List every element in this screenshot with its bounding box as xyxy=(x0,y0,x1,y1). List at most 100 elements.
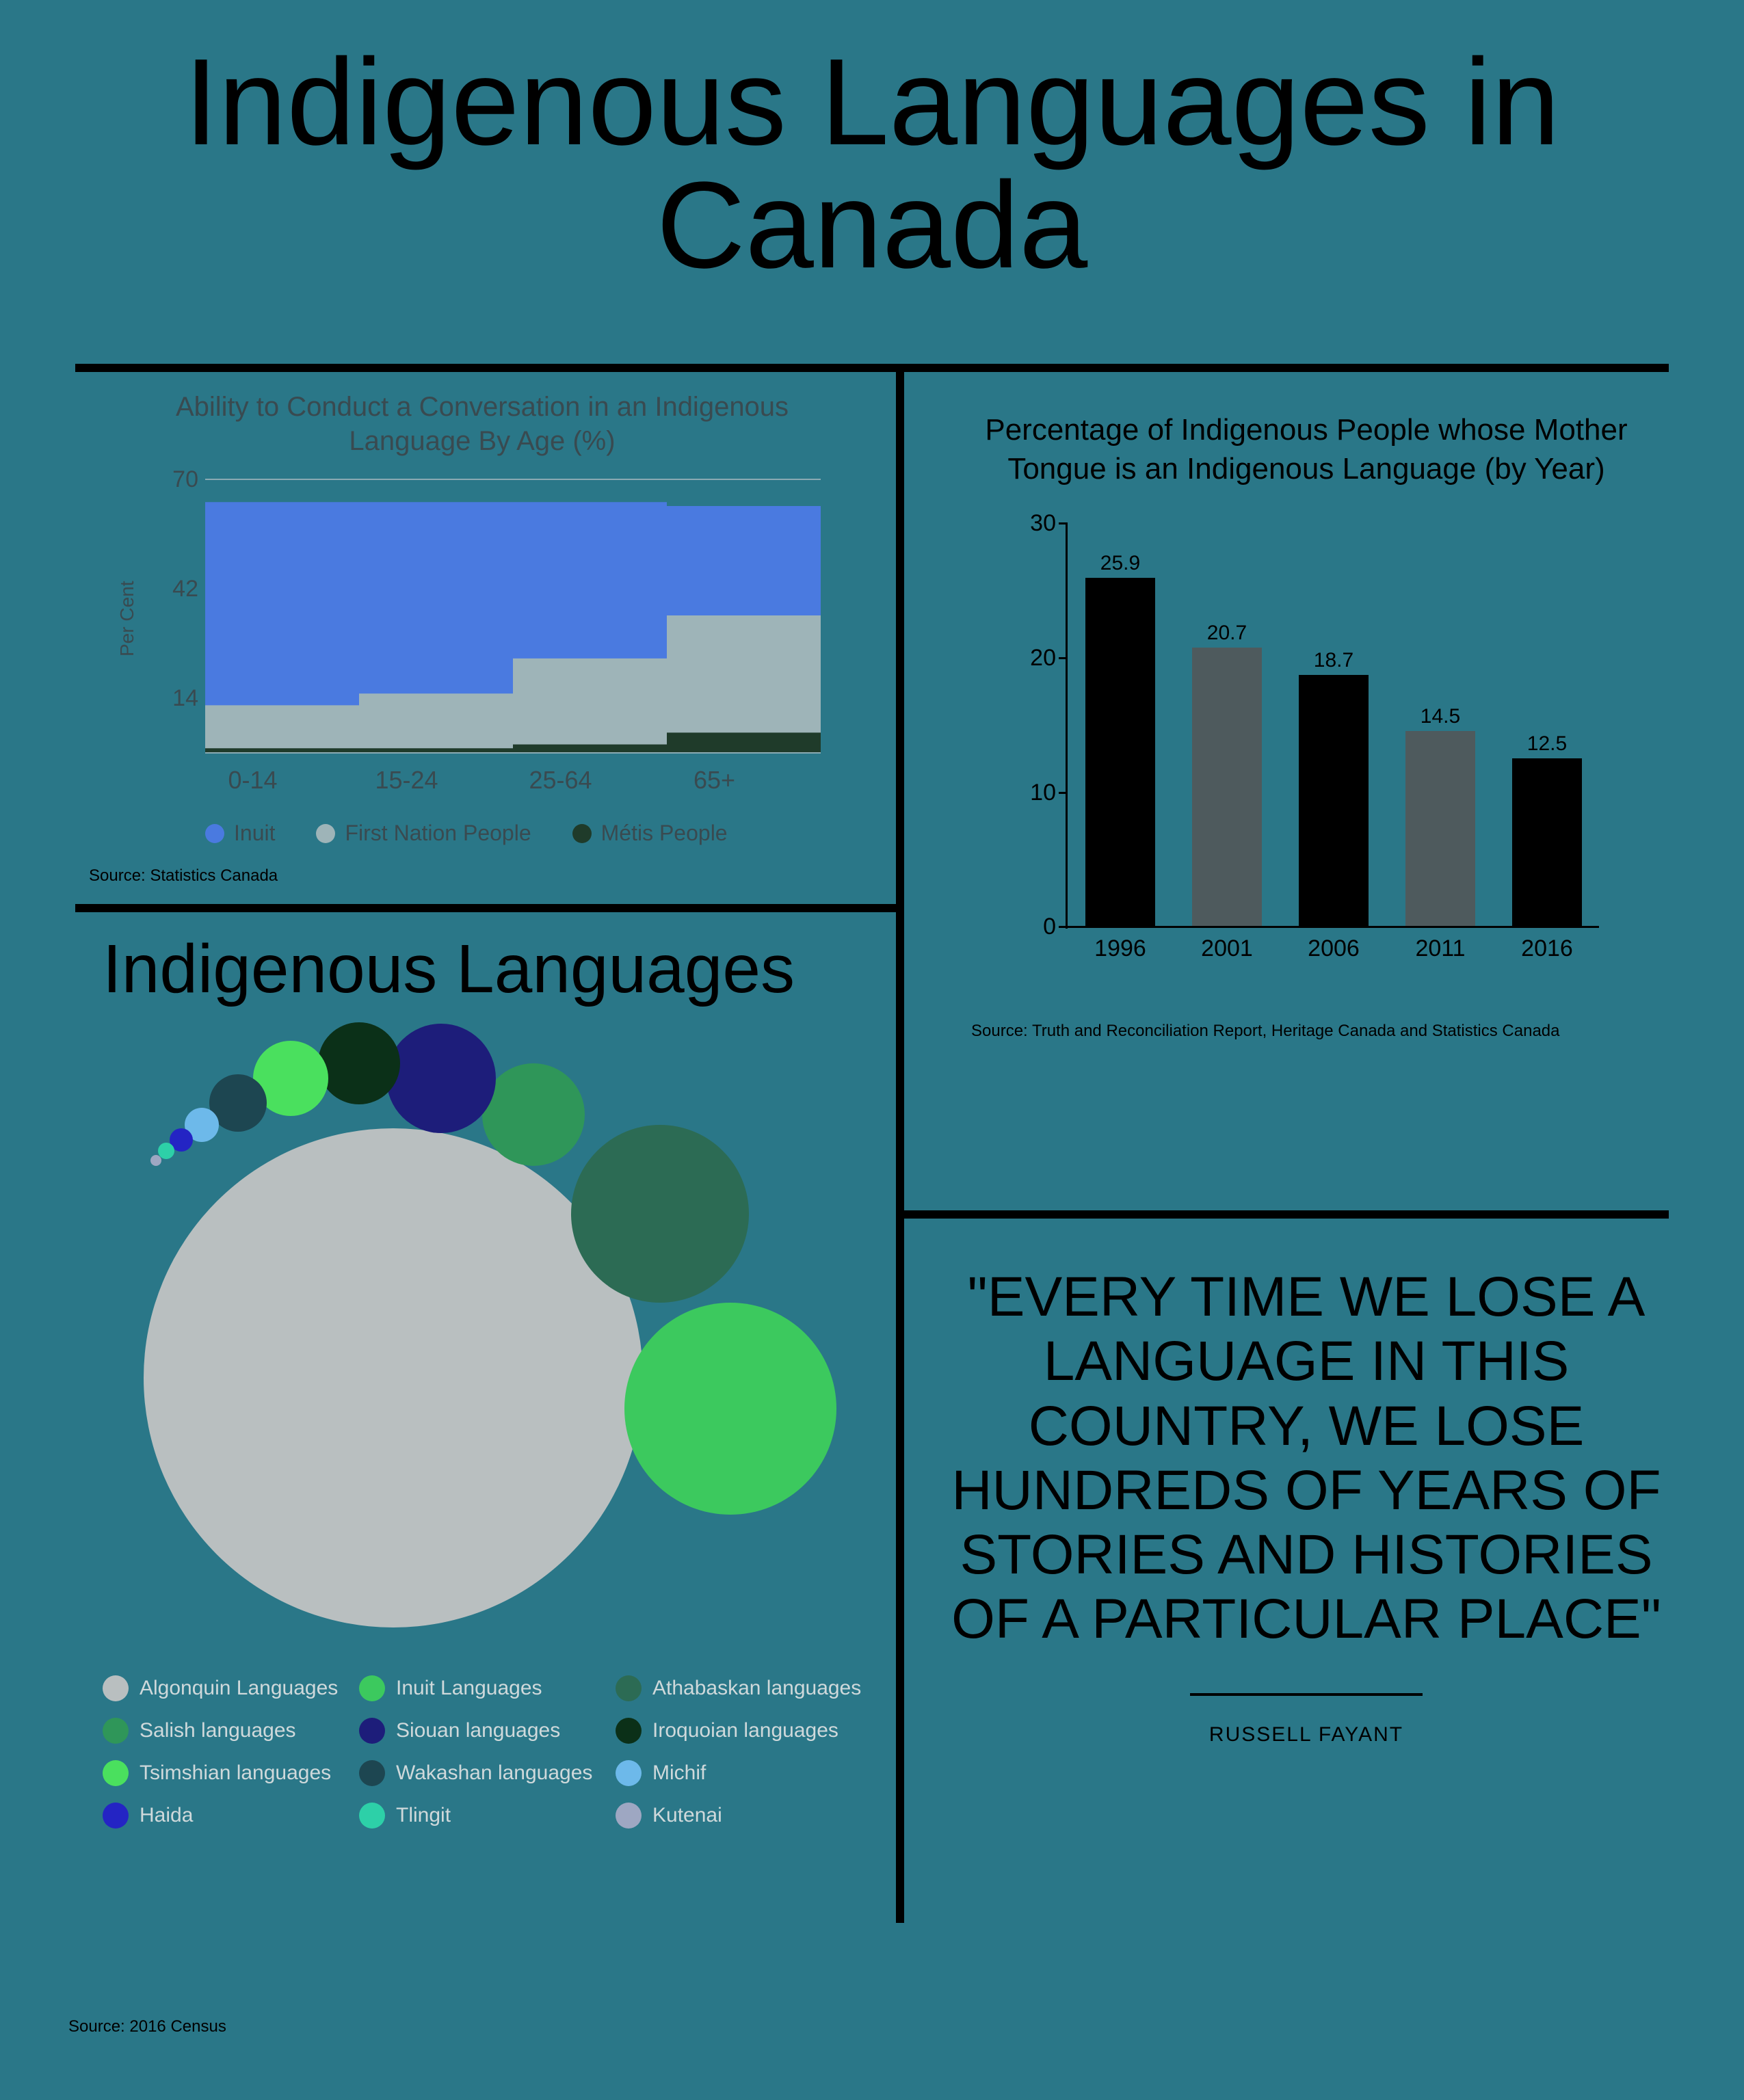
bubble-legend-item: Kutenai xyxy=(616,1803,865,1829)
bubble xyxy=(482,1063,585,1166)
bubble-legend-label: Inuit Languages xyxy=(396,1677,542,1700)
bubble-legend-label: Algonquin Languages xyxy=(140,1677,338,1700)
legend-swatch xyxy=(205,824,224,843)
bar-value-label: 18.7 xyxy=(1292,649,1376,672)
bubble xyxy=(150,1155,161,1166)
bar-ytick-mark xyxy=(1059,657,1067,659)
bubble-legend-swatch xyxy=(616,1675,642,1701)
bubble xyxy=(158,1143,174,1159)
bubble-legend-swatch xyxy=(359,1675,385,1701)
bubble-legend-swatch xyxy=(616,1718,642,1744)
area-chart-svg xyxy=(205,479,821,752)
bubble-legend-label: Michif xyxy=(652,1762,706,1785)
bar-xtick: 2001 xyxy=(1174,935,1280,962)
bar-xaxis xyxy=(1066,926,1599,928)
quote-attribution: RUSSELL FAYANT xyxy=(937,1723,1676,1746)
bubble-legend-swatch xyxy=(359,1803,385,1829)
bar-value-label: 12.5 xyxy=(1505,732,1589,756)
legend-label: First Nation People xyxy=(345,821,531,846)
bar-source: Source: Truth and Reconciliation Report,… xyxy=(944,960,1669,1041)
bar-ytick-mark xyxy=(1059,926,1067,928)
area-ytick: 42 xyxy=(157,576,198,602)
quote-panel: "EVERY TIME WE LOSE A LANGUAGE IN THIS C… xyxy=(937,1265,1676,1746)
legend-swatch xyxy=(316,824,335,843)
area-chart-title: Ability to Conduct a Conversation in an … xyxy=(82,390,882,479)
area-xtick: 65+ xyxy=(660,766,769,795)
bubble xyxy=(144,1128,643,1627)
legend-label: Métis People xyxy=(601,821,728,846)
bar xyxy=(1512,758,1583,927)
bubble-legend-swatch xyxy=(616,1760,642,1786)
bubble xyxy=(386,1024,496,1133)
bubble-legend-label: Siouan languages xyxy=(396,1719,560,1742)
bubble-legend-item: Siouan languages xyxy=(359,1718,609,1744)
bar-ytick: 20 xyxy=(1012,645,1056,672)
bubble-legend: Algonquin Languages Inuit Languages Athaba… xyxy=(103,1675,865,1829)
area-source: Source: Statistics Canada xyxy=(82,846,882,886)
bar xyxy=(1085,578,1156,926)
bubble-legend-swatch xyxy=(359,1760,385,1786)
divider-top xyxy=(75,364,1669,372)
bubble-legend-label: Wakashan languages xyxy=(396,1762,592,1785)
bubble-legend-item: Salish languages xyxy=(103,1718,352,1744)
legend-label: Inuit xyxy=(234,821,275,846)
bubble-chart-title: Indigenous Languages xyxy=(82,930,882,1009)
bubble-legend-label: Kutenai xyxy=(652,1804,722,1827)
area-ytick: 14 xyxy=(157,685,198,712)
bar-value-label: 20.7 xyxy=(1185,622,1269,645)
bubble-legend-item: Wakashan languages xyxy=(359,1760,609,1786)
bar-ytick: 10 xyxy=(1012,780,1056,806)
bar xyxy=(1405,731,1476,926)
bar-ytick-mark xyxy=(1059,522,1067,524)
bubble xyxy=(571,1125,749,1303)
bubble-legend-swatch xyxy=(103,1803,129,1829)
divider-right-mid xyxy=(904,1210,1669,1219)
bubble-legend-item: Michif xyxy=(616,1760,865,1786)
area-xtick: 25-64 xyxy=(506,766,616,795)
bubble-chart-panel: Indigenous Languages Algonquin Languages… xyxy=(82,930,882,2058)
bar-xtick: 2006 xyxy=(1280,935,1387,962)
bar-ytick: 0 xyxy=(1012,914,1056,940)
bar-value-label: 14.5 xyxy=(1399,705,1483,728)
area-xtick: 0-14 xyxy=(198,766,308,795)
bar-yaxis xyxy=(1066,522,1068,929)
bubble-legend-item: Tlingit xyxy=(359,1803,609,1829)
bubble-legend-swatch xyxy=(103,1675,129,1701)
bubble-legend-label: Tlingit xyxy=(396,1804,451,1827)
bar-ytick-mark xyxy=(1059,792,1067,794)
legend-item: Métis People xyxy=(572,821,728,846)
bar-chart-panel: Percentage of Indigenous People whose Mo… xyxy=(944,397,1669,1197)
area-chart-panel: Ability to Conduct a Conversation in an … xyxy=(82,390,882,896)
area-ylabel: Per Cent xyxy=(116,581,138,657)
bubble-legend-item: Tsimshian languages xyxy=(103,1760,352,1786)
area-chart: Per Cent 144270 0-1415-2425-6465+ xyxy=(178,479,834,752)
bubble-legend-label: Salish languages xyxy=(140,1719,296,1742)
bar xyxy=(1299,675,1369,927)
bar-chart: 0102030 25.920.718.714.512.5 19962001200… xyxy=(1026,522,1614,960)
bubble-legend-swatch xyxy=(103,1760,129,1786)
bubble-legend-item: Haida xyxy=(103,1803,352,1829)
bubble-source: Source: 2016 Census xyxy=(68,2017,226,2036)
bubble-legend-item: Inuit Languages xyxy=(359,1675,609,1701)
quote-divider xyxy=(1190,1693,1423,1696)
divider-vertical xyxy=(896,364,904,1923)
legend-item: First Nation People xyxy=(316,821,531,846)
bubble-legend-label: Iroquoian languages xyxy=(652,1719,838,1742)
bubble xyxy=(318,1022,400,1104)
divider-left-mid xyxy=(75,904,896,912)
area-xtick: 15-24 xyxy=(352,766,462,795)
bar-chart-title: Percentage of Indigenous People whose Mo… xyxy=(944,397,1669,522)
bubble-chart xyxy=(89,1022,875,1651)
bar-ytick: 30 xyxy=(1012,510,1056,537)
bubble-legend-swatch xyxy=(616,1803,642,1829)
bar-xtick: 2011 xyxy=(1387,935,1494,962)
bar-value-label: 25.9 xyxy=(1079,552,1163,575)
bubble-legend-swatch xyxy=(103,1718,129,1744)
bubble-legend-item: Athabaskan languages xyxy=(616,1675,865,1701)
area-gridline xyxy=(205,752,821,754)
page-title: Indigenous Languages in Canada xyxy=(0,0,1744,315)
bubble-legend-label: Athabaskan languages xyxy=(652,1677,861,1700)
bubble-legend-swatch xyxy=(359,1718,385,1744)
bar-xtick: 2016 xyxy=(1494,935,1600,962)
bubble-legend-label: Haida xyxy=(140,1804,193,1827)
